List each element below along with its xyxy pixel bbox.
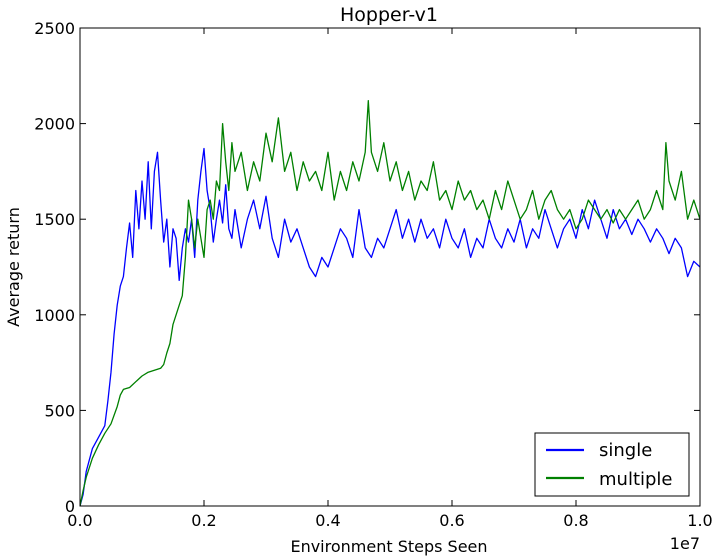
y-tick-label: 0	[65, 497, 75, 516]
y-tick-label: 1500	[34, 210, 75, 229]
x-tick-label: 0.2	[191, 511, 216, 530]
y-tick-label: 1000	[34, 306, 75, 325]
legend: single multiple	[534, 432, 690, 497]
x-axis-multiplier: 1e7	[670, 534, 700, 553]
series-layer	[80, 100, 700, 506]
y-tick-label: 2000	[34, 115, 75, 134]
y-tick-label: 500	[44, 401, 75, 420]
legend-box	[534, 432, 690, 497]
x-tick-label: 0.4	[315, 511, 340, 530]
series-line-single	[80, 147, 700, 506]
x-axis-label: Environment Steps Seen	[290, 537, 487, 556]
x-tick-label: 1.0	[687, 511, 712, 530]
series-line-multiple	[80, 100, 700, 506]
legend-label-single: single	[599, 440, 652, 461]
ticks-layer: 0.0 0.2 0.4 0.6 0.8 1.0 0 500 1000 1500 2000 2500	[34, 19, 712, 530]
legend-label-multiple: multiple	[599, 469, 673, 490]
y-axis-label: Average return	[4, 207, 23, 327]
chart-title: Hopper-v1	[340, 4, 438, 26]
x-tick-label: 0.6	[439, 511, 464, 530]
plot-frame	[79, 27, 701, 507]
y-tick-label: 2500	[34, 19, 75, 38]
x-tick-label: 0.8	[563, 511, 588, 530]
x-tick-label: 0.0	[67, 511, 92, 530]
